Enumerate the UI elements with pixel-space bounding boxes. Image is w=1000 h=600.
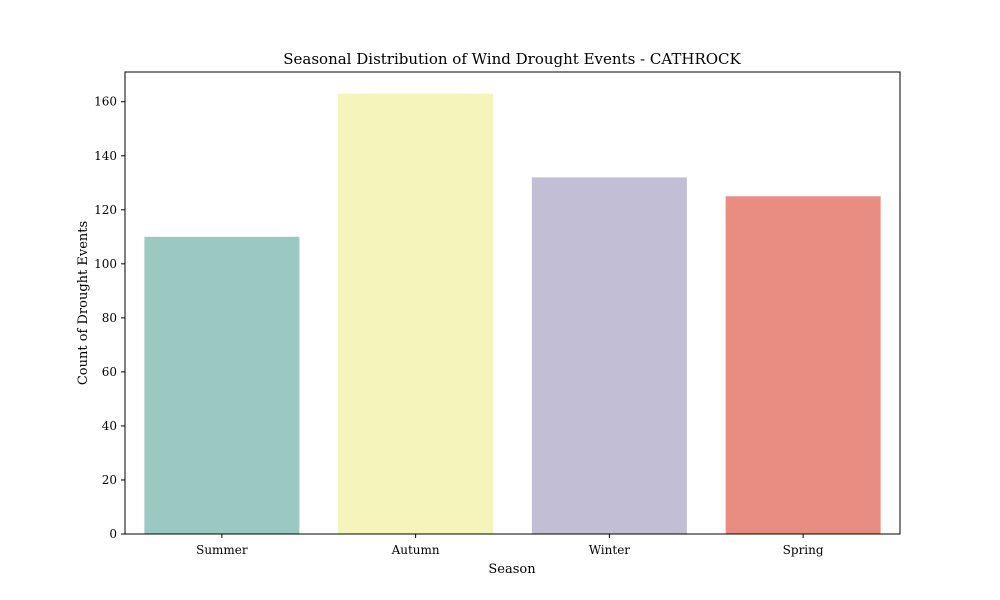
y-tick-label: 0 xyxy=(109,527,117,541)
chart-title: Seasonal Distribution of Wind Drought Ev… xyxy=(283,50,741,68)
y-tick-label: 160 xyxy=(94,95,117,109)
y-tick-label: 40 xyxy=(102,419,117,433)
y-tick-label: 100 xyxy=(94,257,117,271)
x-tick-label-spring: Spring xyxy=(783,543,824,557)
x-tick-label-summer: Summer xyxy=(196,543,248,557)
y-tick-label: 120 xyxy=(94,203,117,217)
y-tick-label: 20 xyxy=(102,473,117,487)
y-axis: 0 20 40 60 80 100 120 140 160 xyxy=(94,95,125,541)
x-axis: Summer Autumn Winter Spring xyxy=(196,534,824,557)
plot-frame xyxy=(124,71,901,535)
x-tick-label-autumn: Autumn xyxy=(391,543,440,557)
bar-spring xyxy=(725,196,881,534)
y-tick-label: 80 xyxy=(102,311,117,325)
bar-summer xyxy=(144,236,300,535)
bar-autumn xyxy=(338,93,494,534)
y-tick-label: 60 xyxy=(102,365,117,379)
y-tick-label: 140 xyxy=(94,149,117,163)
bars-group xyxy=(144,93,881,535)
bar-winter xyxy=(531,177,687,535)
y-axis-label: Count of Drought Events xyxy=(76,221,91,385)
x-axis-label: Season xyxy=(488,562,536,577)
x-tick-label-winter: Winter xyxy=(589,543,631,557)
